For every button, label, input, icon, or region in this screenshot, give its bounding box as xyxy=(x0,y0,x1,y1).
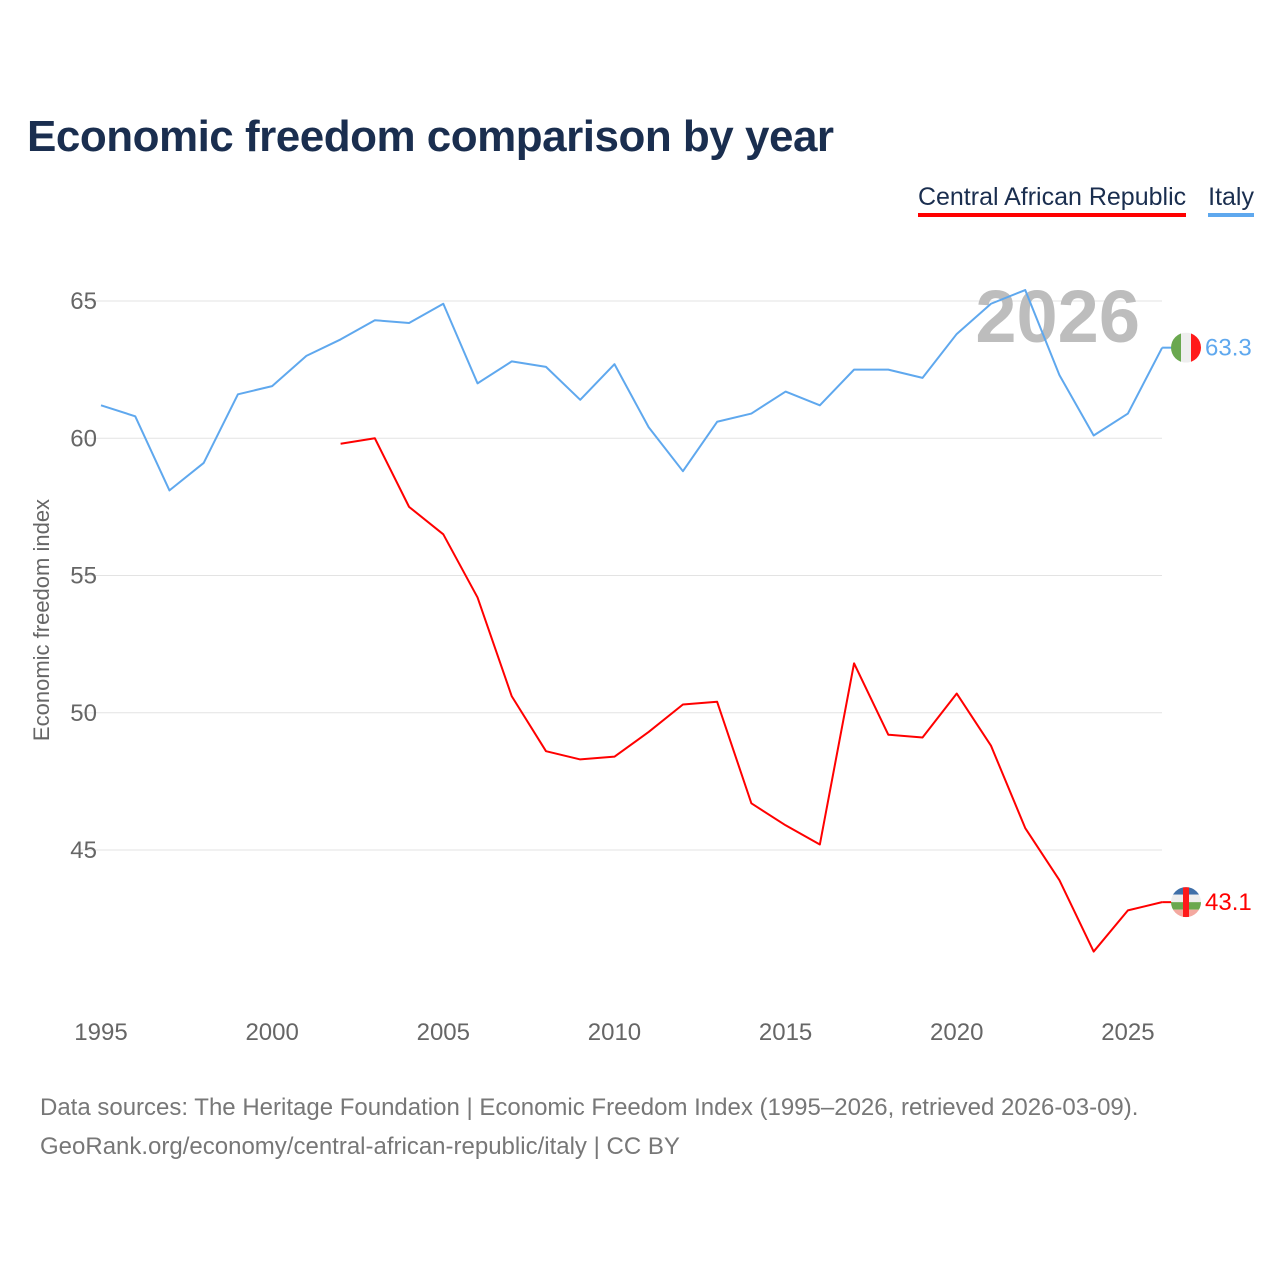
source-note: Data sources: The Heritage Foundation | … xyxy=(40,1088,1138,1166)
x-tick-label: 2005 xyxy=(417,1019,470,1046)
end-value-label: 63.3 xyxy=(1205,335,1252,362)
x-tick-label: 2025 xyxy=(1101,1019,1154,1046)
y-tick-label: 45 xyxy=(70,837,97,864)
series-line-italy[interactable] xyxy=(100,289,1164,492)
italy-flag-icon xyxy=(1171,332,1201,363)
y-tick-label: 65 xyxy=(70,288,97,315)
x-tick-label: 1995 xyxy=(74,1019,127,1046)
x-tick-label: 2020 xyxy=(930,1019,983,1046)
central-african-republic-flag-icon xyxy=(1171,887,1201,918)
year-watermark: 2026 xyxy=(975,275,1140,358)
y-tick-label: 50 xyxy=(70,700,97,727)
series-line-central-african-republic[interactable] xyxy=(340,437,1163,953)
source-line-1: Data sources: The Heritage Foundation | … xyxy=(40,1094,1139,1121)
legend-item-central-african-republic[interactable]: Central African Republic xyxy=(917,183,1187,217)
x-tick-label: 2010 xyxy=(588,1019,641,1046)
legend-item-italy[interactable]: Italy xyxy=(1208,183,1254,217)
y-tick-label: 55 xyxy=(70,563,97,590)
end-value-label: 43.1 xyxy=(1205,889,1252,916)
x-tick-label: 2000 xyxy=(245,1019,298,1046)
y-tick-label: 60 xyxy=(70,425,97,452)
legend: Central African Republic Italy xyxy=(917,183,1254,217)
source-line-2[interactable]: GeoRank.org/economy/central-african-repu… xyxy=(40,1133,680,1160)
x-tick-label: 2015 xyxy=(759,1019,812,1046)
chart-title: Economic freedom comparison by year xyxy=(27,112,834,161)
